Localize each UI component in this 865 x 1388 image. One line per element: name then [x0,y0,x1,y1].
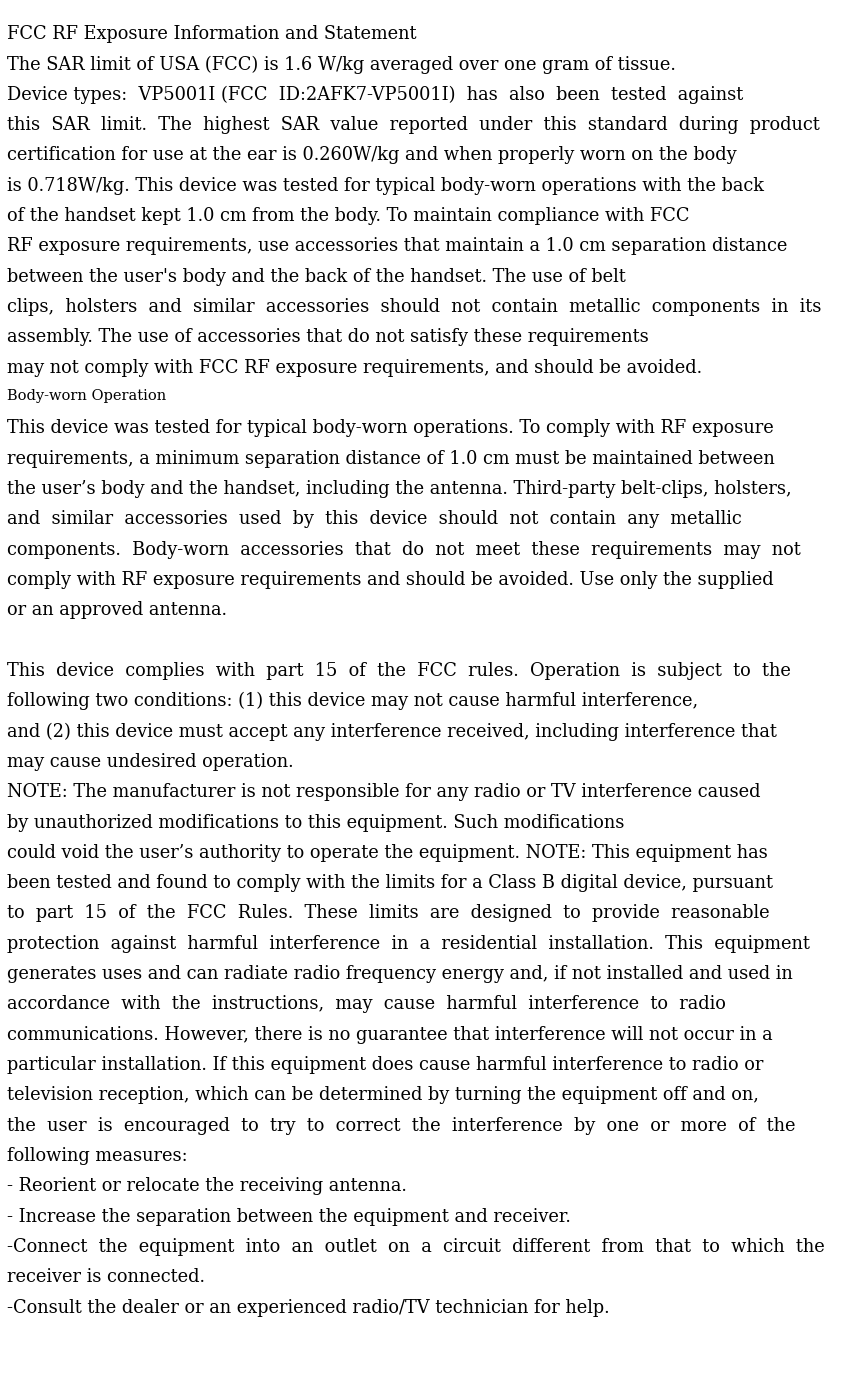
Text: communications. However, there is no guarantee that interference will not occur : communications. However, there is no gua… [7,1026,772,1044]
Text: television reception, which can be determined by turning the equipment off and o: television reception, which can be deter… [7,1087,759,1105]
Text: certification for use at the ear is 0.260W/kg and when properly worn on the body: certification for use at the ear is 0.26… [7,146,736,164]
Text: and (2) this device must accept any interference received, including interferenc: and (2) this device must accept any inte… [7,723,777,741]
Text: by unauthorized modifications to this equipment. Such modifications: by unauthorized modifications to this eq… [7,813,625,831]
Text: is 0.718W/kg. This device was tested for typical body-worn operations with the b: is 0.718W/kg. This device was tested for… [7,176,764,194]
Text: RF exposure requirements, use accessories that maintain a 1.0 cm separation dist: RF exposure requirements, use accessorie… [7,237,787,255]
Text: following measures:: following measures: [7,1146,188,1165]
Text: protection  against  harmful  interference  in  a  residential  installation.  T: protection against harmful interference … [7,936,810,952]
Text: of the handset kept 1.0 cm from the body. To maintain compliance with FCC: of the handset kept 1.0 cm from the body… [7,207,689,225]
Text: particular installation. If this equipment does cause harmful interference to ra: particular installation. If this equipme… [7,1056,763,1074]
Text: assembly. The use of accessories that do not satisfy these requirements: assembly. The use of accessories that do… [7,329,649,346]
Text: clips,  holsters  and  similar  accessories  should  not  contain  metallic  com: clips, holsters and similar accessories … [7,298,821,316]
Text: This  device  complies  with  part  15  of  the  FCC  rules.  Operation  is  sub: This device complies with part 15 of the… [7,662,791,680]
Text: NOTE: The manufacturer is not responsible for any radio or TV interference cause: NOTE: The manufacturer is not responsibl… [7,783,760,801]
Text: between the user's body and the back of the handset. The use of belt: between the user's body and the back of … [7,268,625,286]
Text: - Increase the separation between the equipment and receiver.: - Increase the separation between the eq… [7,1208,571,1226]
Text: Device types:  VP5001I (FCC  ID:2AFK7-VP5001I)  has  also  been  tested  against: Device types: VP5001I (FCC ID:2AFK7-VP50… [7,86,743,104]
Text: -Connect  the  equipment  into  an  outlet  on  a  circuit  different  from  tha: -Connect the equipment into an outlet on… [7,1238,824,1256]
Text: receiver is connected.: receiver is connected. [7,1269,205,1287]
Text: following two conditions: (1) this device may not cause harmful interference,: following two conditions: (1) this devic… [7,693,698,711]
Text: the  user  is  encouraged  to  try  to  correct  the  interference  by  one  or : the user is encouraged to try to correct… [7,1117,796,1135]
Text: This device was tested for typical body-worn operations. To comply with RF expos: This device was tested for typical body-… [7,419,773,437]
Text: components.  Body-worn  accessories  that  do  not  meet  these  requirements  m: components. Body-worn accessories that d… [7,540,801,558]
Text: accordance  with  the  instructions,  may  cause  harmful  interference  to  rad: accordance with the instructions, may ca… [7,995,726,1013]
Text: comply with RF exposure requirements and should be avoided. Use only the supplie: comply with RF exposure requirements and… [7,570,773,589]
Text: the user’s body and the handset, including the antenna. Third-party belt-clips, : the user’s body and the handset, includi… [7,480,791,498]
Text: this  SAR  limit.  The  highest  SAR  value  reported  under  this  standard  du: this SAR limit. The highest SAR value re… [7,117,820,135]
Text: FCC RF Exposure Information and Statement: FCC RF Exposure Information and Statemen… [7,25,416,43]
Text: been tested and found to comply with the limits for a Class B digital device, pu: been tested and found to comply with the… [7,874,773,892]
Text: may not comply with FCC RF exposure requirements, and should be avoided.: may not comply with FCC RF exposure requ… [7,358,702,376]
Text: may cause undesired operation.: may cause undesired operation. [7,752,293,770]
Text: and  similar  accessories  used  by  this  device  should  not  contain  any  me: and similar accessories used by this dev… [7,511,741,529]
Text: The SAR limit of USA (FCC) is 1.6 W/kg averaged over one gram of tissue.: The SAR limit of USA (FCC) is 1.6 W/kg a… [7,56,676,74]
Text: -Consult the dealer or an experienced radio/TV technician for help.: -Consult the dealer or an experienced ra… [7,1299,610,1317]
Text: generates uses and can radiate radio frequency energy and, if not installed and : generates uses and can radiate radio fre… [7,965,792,983]
Text: could void the user’s authority to operate the equipment. NOTE: This equipment h: could void the user’s authority to opera… [7,844,767,862]
Text: Body-worn Operation: Body-worn Operation [7,389,166,403]
Text: requirements, a minimum separation distance of 1.0 cm must be maintained between: requirements, a minimum separation dista… [7,450,775,468]
Text: - Reorient or relocate the receiving antenna.: - Reorient or relocate the receiving ant… [7,1177,407,1195]
Text: or an approved antenna.: or an approved antenna. [7,601,227,619]
Text: to  part  15  of  the  FCC  Rules.  These  limits  are  designed  to  provide  r: to part 15 of the FCC Rules. These limit… [7,905,770,923]
